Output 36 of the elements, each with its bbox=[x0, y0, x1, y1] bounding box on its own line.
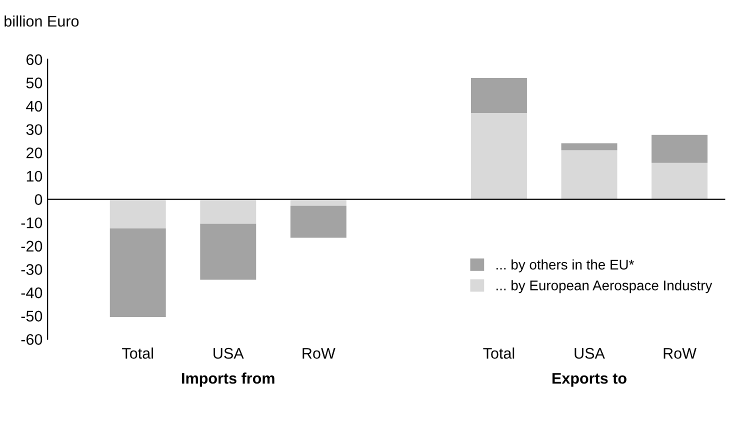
x-tick-label: RoW bbox=[302, 348, 336, 359]
y-tick-label: -60 bbox=[21, 334, 42, 345]
x-tick-label: RoW bbox=[664, 348, 696, 359]
text: Imports from bbox=[182, 372, 274, 387]
y-tick-label: 20 bbox=[26, 148, 42, 158]
bar bbox=[290, 206, 346, 238]
bar bbox=[561, 143, 618, 150]
bar bbox=[470, 112, 527, 200]
bar bbox=[470, 78, 527, 113]
x-tick-label: USA bbox=[574, 348, 605, 359]
bar bbox=[561, 150, 618, 200]
x-tick-label: USA bbox=[214, 348, 244, 359]
bar bbox=[200, 199, 256, 224]
bar bbox=[200, 224, 256, 280]
x-tick-label: Total bbox=[483, 348, 514, 359]
bar bbox=[110, 199, 166, 228]
bar bbox=[110, 228, 166, 318]
y-tick-label: -10 bbox=[21, 217, 42, 228]
y-tick-label: 50 bbox=[26, 78, 42, 88]
legend-label: ... by others in the EU* bbox=[496, 259, 634, 272]
x-tick-label: Total bbox=[122, 348, 153, 359]
y-tick-label: 30 bbox=[26, 124, 42, 136]
y-tick-label: -20 bbox=[21, 240, 42, 252]
legend-label: ... by European Aerospace Industry bbox=[496, 280, 712, 294]
y-tick-label: 60 bbox=[26, 54, 42, 66]
y-tick-label: 0 bbox=[34, 194, 42, 205]
y-tick-label: -40 bbox=[21, 287, 42, 298]
y-tick-label: -50 bbox=[21, 310, 42, 322]
y-tick-label: -30 bbox=[21, 264, 42, 275]
bar bbox=[290, 199, 346, 206]
text: Exports to bbox=[552, 373, 626, 387]
y-tick-label: 10 bbox=[26, 170, 42, 182]
y-tick-label: 40 bbox=[26, 100, 42, 112]
bar bbox=[652, 162, 708, 200]
y-axis-title: billion Euro bbox=[4, 15, 79, 27]
bar bbox=[652, 134, 708, 163]
